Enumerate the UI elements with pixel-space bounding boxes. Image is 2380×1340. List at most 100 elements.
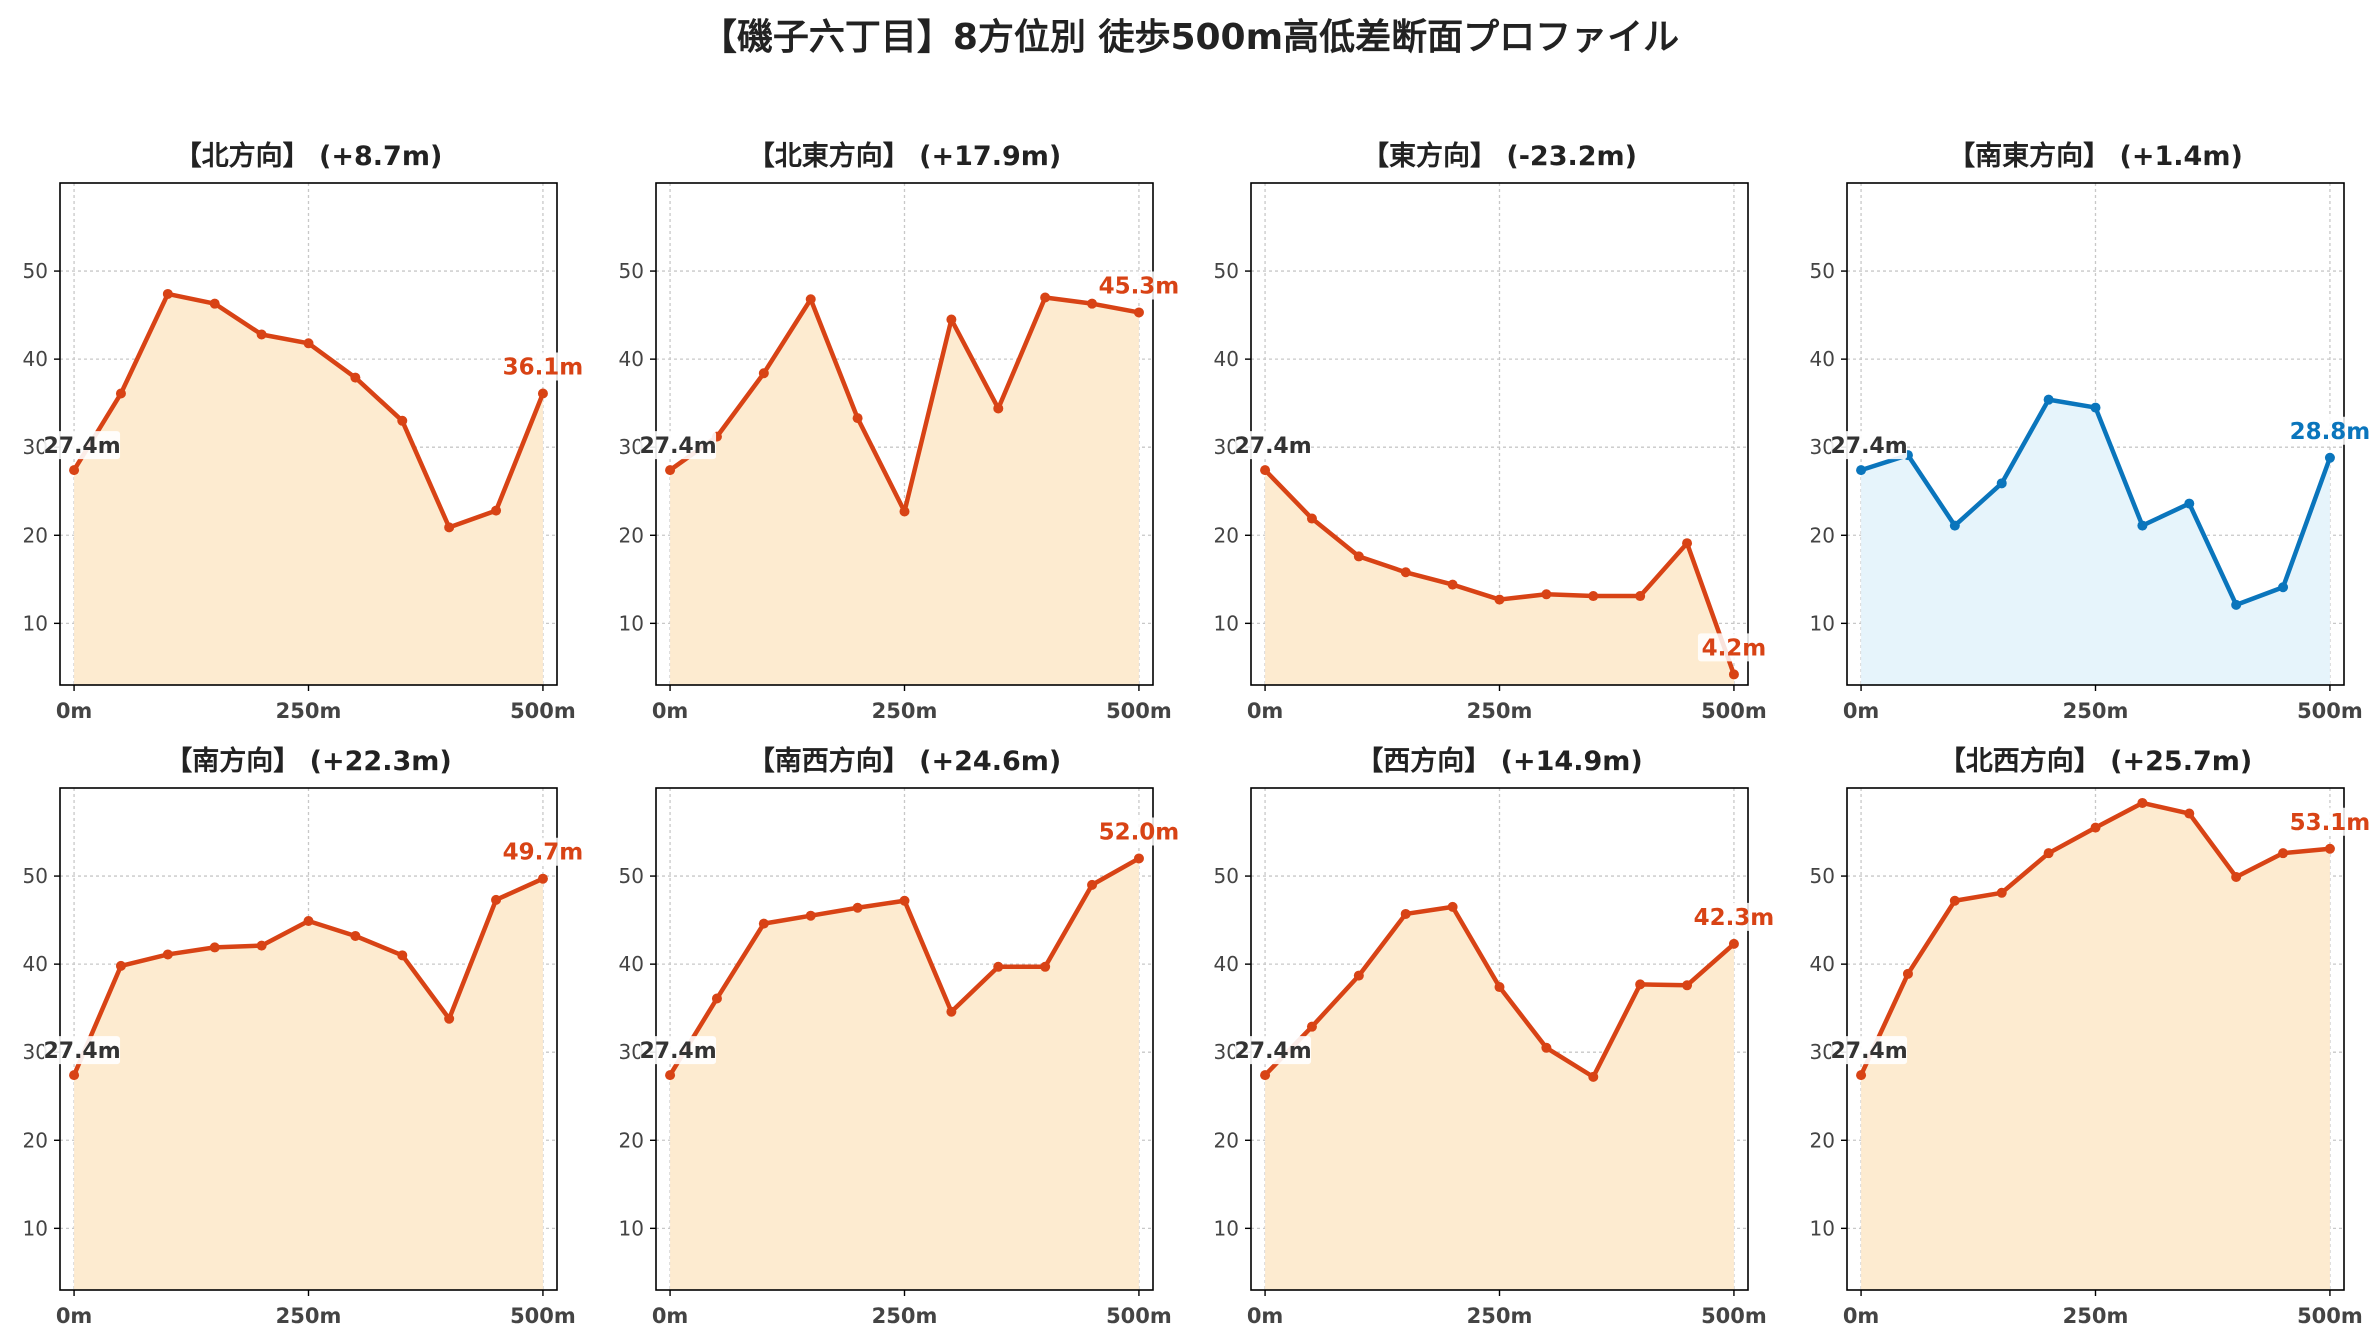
data-point xyxy=(115,388,126,399)
start-label: 27.4m xyxy=(639,434,716,459)
end-label-box xyxy=(1697,633,1770,662)
y-tick-label: 20 xyxy=(1214,1128,1239,1152)
y-tick-label: 10 xyxy=(619,611,644,635)
data-point xyxy=(162,949,173,960)
data-point xyxy=(491,505,502,516)
data-point xyxy=(1087,298,1098,309)
end-label-box xyxy=(2293,416,2366,445)
area-fill xyxy=(1861,802,2330,1290)
data-point xyxy=(2278,848,2289,859)
area-fill xyxy=(74,293,543,685)
data-point xyxy=(2137,797,2148,808)
data-point xyxy=(350,372,361,383)
x-tick-label: 250m xyxy=(276,699,342,723)
data-point xyxy=(1728,938,1739,949)
x-tick-label: 500m xyxy=(510,699,576,723)
data-point xyxy=(2324,452,2335,463)
start-label-box xyxy=(1235,431,1312,460)
end-label-box xyxy=(506,837,579,866)
data-point xyxy=(1541,589,1552,600)
y-tick-label: 20 xyxy=(1810,523,1835,547)
x-tick-label: 250m xyxy=(2063,1304,2129,1328)
area-fill xyxy=(670,297,1139,685)
data-point xyxy=(537,388,548,399)
y-tick-label: 10 xyxy=(1810,611,1835,635)
data-point xyxy=(1635,979,1646,990)
data-point xyxy=(1040,961,1051,972)
start-label: 27.4m xyxy=(1830,1039,1907,1064)
y-tick-label: 30 xyxy=(1810,435,1835,459)
x-tick-label: 0m xyxy=(56,1304,93,1328)
subplot-title: 【南方向】 (+22.3m) xyxy=(165,745,451,777)
data-point xyxy=(444,1013,455,1024)
end-label: 28.8m xyxy=(2290,419,2371,445)
data-point xyxy=(2137,520,2148,531)
data-point xyxy=(899,506,910,517)
x-tick-label: 250m xyxy=(872,699,938,723)
x-tick-label: 0m xyxy=(1247,1304,1284,1328)
y-tick-label: 50 xyxy=(1214,259,1239,283)
y-tick-label: 20 xyxy=(1810,1128,1835,1152)
data-point xyxy=(162,288,173,299)
data-point xyxy=(1902,968,1913,979)
y-tick-label: 40 xyxy=(1810,952,1835,976)
data-point xyxy=(946,1006,957,1017)
y-tick-label: 10 xyxy=(619,1216,644,1240)
start-label: 27.4m xyxy=(1830,434,1907,459)
x-tick-label: 500m xyxy=(1701,1304,1767,1328)
y-tick-label: 50 xyxy=(1214,864,1239,888)
y-tick-label: 20 xyxy=(23,523,48,547)
y-tick-label: 50 xyxy=(23,259,48,283)
data-point xyxy=(1588,591,1599,602)
data-point xyxy=(1682,538,1693,549)
data-point xyxy=(1400,567,1411,578)
data-point xyxy=(1494,982,1505,993)
x-tick-label: 0m xyxy=(1843,1304,1880,1328)
end-label: 52.0m xyxy=(1099,819,1180,845)
data-point xyxy=(852,902,863,913)
area-fill xyxy=(1861,399,2330,685)
figure-title: 【磯子六丁目】8方位別 徒歩500m高低差断面プロファイル xyxy=(700,17,1680,58)
start-label: 27.4m xyxy=(1234,434,1311,459)
data-point xyxy=(69,1070,80,1081)
y-tick-label: 30 xyxy=(619,435,644,459)
data-point xyxy=(665,1070,676,1081)
subplot-title: 【北方向】 (+8.7m) xyxy=(175,140,443,172)
x-tick-label: 0m xyxy=(1247,699,1284,723)
start-label: 27.4m xyxy=(43,1039,120,1064)
data-point xyxy=(397,950,408,961)
start-label-box xyxy=(1831,1036,1908,1065)
subplot-title: 【西方向】 (+14.9m) xyxy=(1356,745,1642,777)
data-point xyxy=(2090,822,2101,833)
data-point xyxy=(711,993,722,1004)
data-point xyxy=(209,298,220,309)
data-point xyxy=(1856,465,1867,476)
y-tick-label: 40 xyxy=(1214,347,1239,371)
data-point xyxy=(946,314,957,325)
subplot-title: 【南東方向】 (+1.4m) xyxy=(1948,140,2243,172)
start-label: 27.4m xyxy=(43,434,120,459)
y-tick-label: 30 xyxy=(1214,435,1239,459)
data-point xyxy=(1996,887,2007,898)
y-tick-label: 30 xyxy=(619,1040,644,1064)
y-tick-label: 20 xyxy=(619,523,644,547)
subplot-title: 【東方向】 (-23.2m) xyxy=(1362,140,1637,172)
data-point xyxy=(1949,520,1960,531)
data-point xyxy=(2324,843,2335,854)
y-tick-label: 50 xyxy=(619,259,644,283)
x-tick-label: 500m xyxy=(2297,1304,2363,1328)
x-tick-label: 500m xyxy=(1106,1304,1172,1328)
data-point xyxy=(397,415,408,426)
y-tick-label: 20 xyxy=(23,1128,48,1152)
y-tick-label: 40 xyxy=(1214,952,1239,976)
end-label: 53.1m xyxy=(2290,810,2371,836)
start-label: 27.4m xyxy=(639,1039,716,1064)
area-fill xyxy=(1265,906,1734,1290)
y-tick-label: 10 xyxy=(23,1216,48,1240)
x-tick-label: 500m xyxy=(2297,699,2363,723)
